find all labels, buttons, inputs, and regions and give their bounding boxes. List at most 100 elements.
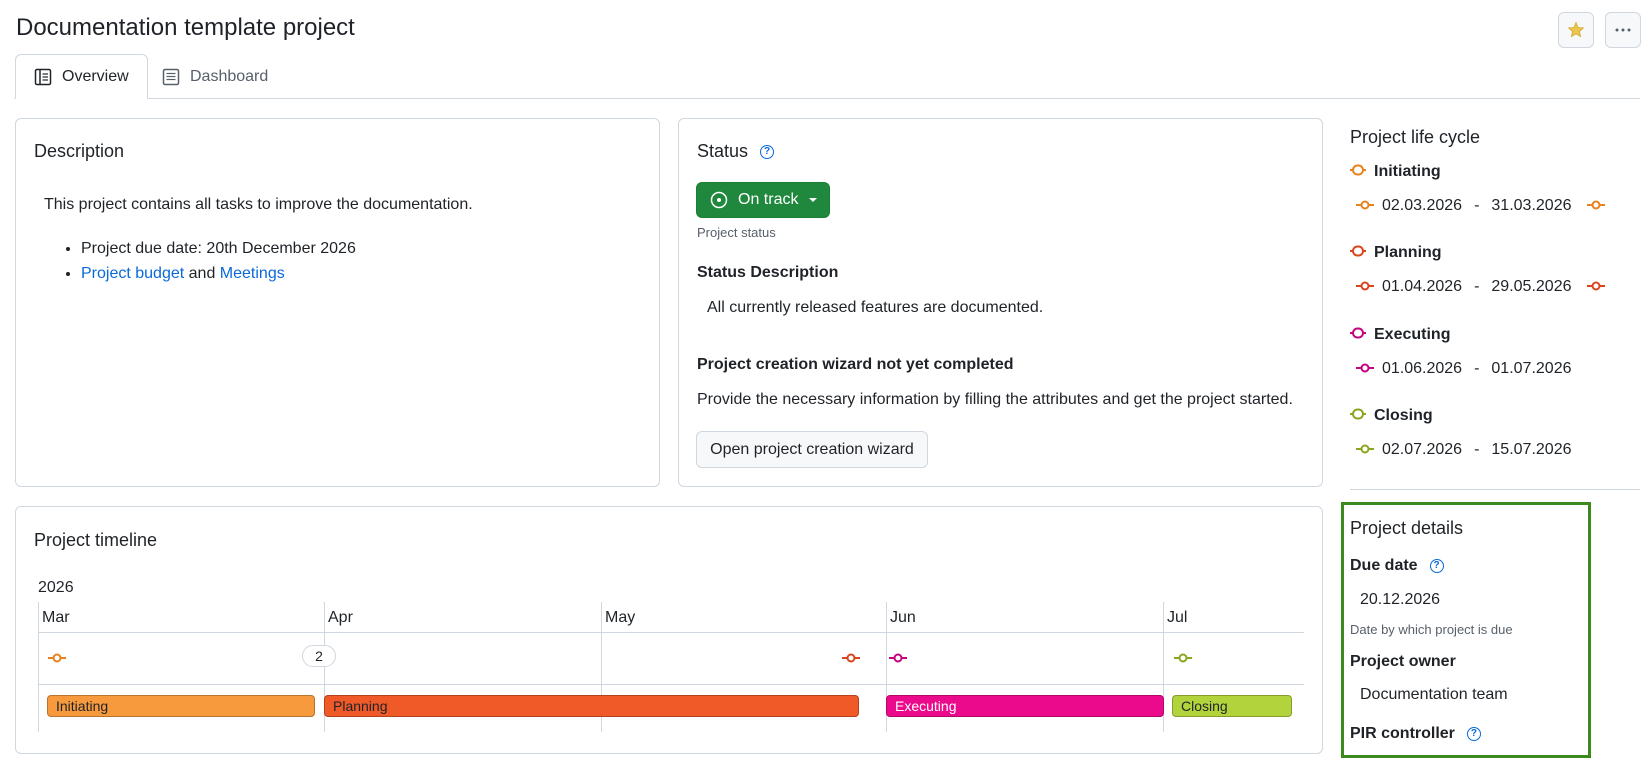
tab-overview-label: Overview	[62, 67, 129, 85]
timeline-milestone[interactable]	[889, 650, 907, 668]
phase-name: Initiating	[1374, 163, 1441, 180]
phase-end: 15.07.2026	[1491, 441, 1572, 458]
phase-closing: Closing	[1350, 407, 1433, 425]
tab-overview[interactable]: Overview	[15, 54, 148, 99]
status-button-label: On track	[738, 191, 799, 208]
phase-icon	[1350, 407, 1366, 425]
phase-name: Executing	[1374, 326, 1451, 343]
owner-value: Documentation team	[1360, 686, 1508, 703]
page-title: Documentation template project	[16, 14, 355, 41]
meetings-link[interactable]: Meetings	[219, 265, 285, 282]
phase-planning: Planning	[1350, 244, 1442, 262]
phase-end: 31.03.2026	[1491, 197, 1572, 214]
timeline-year: 2026	[38, 579, 74, 596]
due-date-caption: Date by which project is due	[1350, 622, 1513, 637]
milestone-icon	[1356, 360, 1374, 378]
timeline-bar-planning[interactable]: Planning	[324, 695, 859, 717]
phase-executing: Executing	[1350, 326, 1450, 344]
month-label: May	[605, 609, 636, 626]
list-item: Project due date: 20th December 2026	[81, 236, 356, 261]
description-card	[15, 118, 660, 487]
month-gridline	[886, 602, 887, 732]
help-icon[interactable]: ?	[1466, 727, 1481, 741]
milestone-icon	[1356, 278, 1374, 296]
help-icon[interactable]: ?	[1429, 559, 1444, 573]
status-description-text: All currently released features are docu…	[707, 299, 1044, 316]
pir-heading: PIR controller ?	[1350, 725, 1481, 743]
milestone-cluster-badge[interactable]: 2	[302, 645, 336, 667]
milestone-icon	[1587, 278, 1606, 296]
caret-down-icon	[809, 198, 818, 202]
date-separator: -	[1474, 278, 1480, 295]
timeline-milestone[interactable]	[842, 650, 860, 668]
phase-icon	[1350, 326, 1366, 344]
more-button[interactable]	[1605, 12, 1641, 48]
phase-start: 01.04.2026	[1382, 278, 1463, 295]
phase-start: 01.06.2026	[1382, 360, 1463, 377]
milestone-icon	[1356, 197, 1374, 215]
month-label: Jun	[890, 609, 916, 626]
timeline-row-divider	[38, 632, 1304, 633]
details-title: Project details	[1350, 518, 1464, 538]
wizard-text: Provide the necessary information by fil…	[697, 391, 1293, 408]
timeline-title: Project timeline	[34, 530, 158, 550]
status-heading: Status ?	[697, 141, 775, 162]
due-date-label: Due date	[1350, 557, 1418, 574]
phase-start: 02.03.2026	[1382, 197, 1463, 214]
month-gridline	[1163, 602, 1164, 732]
phase-dates: 02.03.2026-31.03.2026	[1356, 197, 1606, 215]
timeline-bar-executing[interactable]: Executing	[886, 695, 1164, 717]
date-separator: -	[1474, 441, 1480, 458]
life-cycle-title: Project life cycle	[1350, 127, 1481, 147]
month-label: Apr	[328, 609, 353, 626]
details-highlight	[1341, 502, 1591, 758]
phase-name: Closing	[1374, 407, 1433, 424]
help-icon[interactable]: ?	[760, 144, 775, 159]
description-title: Description	[34, 141, 125, 161]
date-separator: -	[1474, 197, 1480, 214]
description-list: Project due date: 20th December 2026 Pro…	[81, 236, 356, 286]
phase-dates: 01.06.2026-01.07.2026	[1356, 360, 1571, 378]
wizard-title: Project creation wizard not yet complete…	[697, 356, 1014, 373]
timeline-milestone[interactable]	[48, 650, 66, 668]
timeline-row-divider	[38, 684, 1304, 685]
description-intro: This project contains all tasks to impro…	[44, 196, 473, 213]
milestone-icon	[1356, 441, 1374, 459]
owner-label: Project owner	[1350, 653, 1456, 670]
milestone-icon	[1587, 197, 1606, 215]
timeline-milestone[interactable]	[1174, 650, 1192, 668]
phase-initiating: Initiating	[1350, 163, 1441, 181]
phase-dates: 01.04.2026-29.05.2026	[1356, 278, 1606, 296]
dashboard-icon	[162, 68, 180, 85]
status-caption: Project status	[697, 225, 776, 240]
tab-dashboard-label: Dashboard	[190, 67, 269, 85]
overview-icon	[34, 68, 52, 85]
phase-dates: 02.07.2026-15.07.2026	[1356, 441, 1571, 459]
phase-end: 01.07.2026	[1491, 360, 1572, 377]
status-circle-icon	[710, 191, 728, 209]
phase-end: 29.05.2026	[1491, 278, 1572, 295]
phase-start: 02.07.2026	[1382, 441, 1463, 458]
life-cycle-divider	[1350, 489, 1640, 490]
status-card	[678, 118, 1323, 487]
phase-icon	[1350, 163, 1366, 181]
month-label: Jul	[1167, 609, 1188, 626]
month-gridline	[38, 602, 39, 732]
open-wizard-button[interactable]: Open project creation wizard	[696, 431, 928, 468]
tab-dashboard[interactable]: Dashboard	[144, 54, 286, 99]
month-gridline	[601, 602, 602, 732]
due-date-heading: Due date ?	[1350, 557, 1444, 575]
timeline-bar-initiating[interactable]: Initiating	[47, 695, 315, 717]
phase-icon	[1350, 244, 1366, 262]
status-dropdown-button[interactable]: On track	[696, 182, 830, 218]
project-budget-link[interactable]: Project budget	[81, 265, 185, 282]
list-item: Project budget and Meetings	[81, 261, 356, 286]
date-separator: -	[1474, 360, 1480, 377]
more-icon	[1615, 28, 1631, 32]
favorite-button[interactable]	[1558, 12, 1594, 48]
status-title: Status	[697, 141, 749, 161]
pir-label: PIR controller	[1350, 725, 1455, 742]
tabs-divider	[14, 98, 1640, 99]
and-text: and	[188, 265, 216, 282]
timeline-bar-closing[interactable]: Closing	[1172, 695, 1292, 717]
